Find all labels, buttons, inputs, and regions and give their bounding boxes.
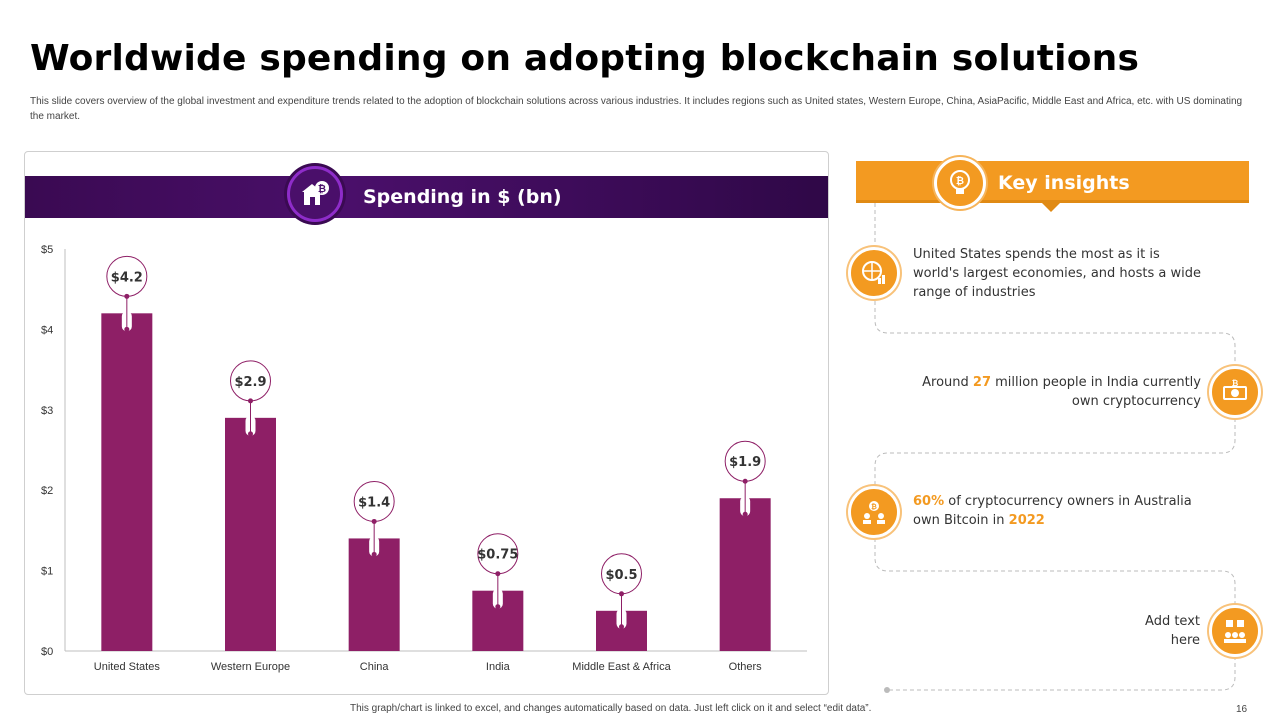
insights-header-notch: [1042, 203, 1060, 212]
y-tick-label: $0: [41, 646, 53, 658]
callout-dot: [619, 624, 624, 630]
data-label: $1.4: [358, 495, 390, 510]
data-label: $0.75: [477, 548, 518, 563]
svg-text:₿: ₿: [1232, 379, 1239, 388]
svg-text:₿: ₿: [318, 183, 326, 195]
y-tick-label: $1: [41, 566, 53, 578]
x-tick-label: India: [486, 661, 511, 673]
insight-2-post: million people in India currently own cr…: [991, 375, 1201, 409]
svg-text:₿: ₿: [871, 503, 877, 511]
x-tick-label: United States: [94, 661, 161, 673]
x-tick-label: Western Europe: [211, 661, 290, 673]
bar-chart[interactable]: $0 $1 $2 $3 $4 $5 United States $4.2 Western Eur…: [25, 152, 829, 695]
bitcoin-people-icon: ₿: [848, 486, 900, 538]
page-number: 16: [1236, 704, 1248, 715]
bulb-bitcoin-icon: ₿: [934, 157, 986, 209]
insight-2-highlight: 27: [972, 375, 991, 390]
bar: [225, 417, 276, 651]
globe-chart-icon: [848, 247, 900, 299]
callout-anchor-dot: [371, 518, 377, 524]
team-network-icon: [1209, 605, 1261, 657]
bar: [348, 538, 400, 651]
callout-dot: [495, 604, 501, 610]
data-label: $2.9: [234, 375, 266, 390]
callout-anchor-dot: [619, 591, 624, 597]
insights-header: [856, 161, 1249, 203]
data-label: $1.9: [729, 455, 761, 470]
y-tick-label: $3: [41, 405, 53, 417]
insight-3-highlight-2: 2022: [1008, 513, 1045, 528]
insight-3-text: 60% of cryptocurrency owners in Australi…: [913, 492, 1213, 530]
bitcoin-shop-icon: ₿: [287, 166, 343, 222]
insight-3-mid: of cryptocurrency owners in Australia ow…: [913, 494, 1192, 528]
money-bitcoin-icon: ₿: [1209, 366, 1261, 418]
x-tick-label: Others: [729, 661, 763, 673]
callout-anchor-dot: [124, 293, 130, 299]
footnote: This graph/chart is linked to excel, and…: [350, 703, 872, 714]
chart-panel[interactable]: ₿ Spending in $ (bn) $0 $1 $2 $3 $4 $5 United …: [24, 151, 829, 695]
callout-anchor-dot: [495, 571, 501, 577]
callout-anchor-dot: [248, 398, 253, 404]
callout-dot: [742, 511, 748, 517]
y-tick-label: $4: [41, 324, 53, 336]
x-tick-label: Middle East & Africa: [572, 661, 671, 673]
x-tick-label: China: [360, 661, 390, 673]
insights-title: Key insights: [998, 172, 1130, 194]
insight-2-pre: Around: [922, 375, 973, 390]
bar: [719, 498, 771, 651]
insight-2-text: Around 27 million people in India curren…: [905, 373, 1201, 411]
callout-anchor-dot: [742, 478, 748, 484]
insight-3-highlight-1: 60%: [913, 494, 945, 509]
y-tick-label: $5: [41, 244, 53, 256]
data-label: $4.2: [111, 270, 143, 285]
slide-title: Worldwide spending on adopting blockchai…: [30, 38, 1140, 79]
callout-dot: [248, 431, 253, 437]
insight-4-text[interactable]: Add text here: [1145, 614, 1200, 648]
chart-title-band: [25, 176, 828, 218]
slide-subtitle: This slide covers overview of the global…: [30, 96, 1243, 122]
insight-1-text: United States spends the most as it is w…: [913, 247, 1201, 300]
chart-title: Spending in $ (bn): [363, 186, 562, 208]
y-tick-label: $2: [41, 485, 53, 497]
svg-text:₿: ₿: [956, 175, 964, 187]
bar: [101, 313, 153, 651]
callout-dot: [371, 551, 377, 557]
callout-dot: [124, 326, 130, 332]
data-label: $0.5: [605, 568, 637, 583]
